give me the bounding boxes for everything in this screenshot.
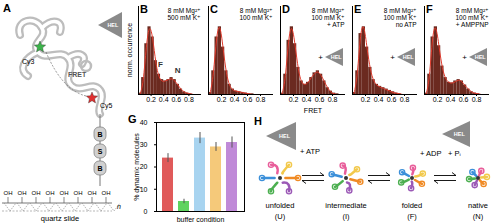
svg-text:OH: OH [32, 190, 41, 196]
svg-text:HEL: HEL [107, 22, 119, 28]
svg-text:+: + [390, 53, 395, 62]
svg-text:0: 0 [144, 208, 148, 215]
svg-text:(N): (N) [473, 212, 484, 221]
svg-text:(I): (I) [342, 212, 350, 221]
svg-text:Cy3: Cy3 [22, 58, 35, 66]
svg-text:+ ATP: + ATP [300, 147, 320, 156]
svg-text:F: F [426, 3, 433, 15]
svg-text:10: 10 [140, 185, 148, 192]
svg-text:(F): (F) [407, 212, 417, 221]
svg-text:0.2: 0.2 [289, 96, 299, 103]
svg-text:C: C [210, 3, 218, 15]
svg-text:0.8: 0.8 [256, 96, 266, 103]
svg-text:Cy5: Cy5 [100, 102, 113, 110]
svg-text:8 mM Mg²⁺100 mM K⁺no ATP: 8 mM Mg²⁺100 mM K⁺no ATP [383, 7, 416, 28]
svg-text:+ Pᵢ: + Pᵢ [448, 149, 461, 158]
svg-text:intermediate: intermediate [325, 201, 366, 210]
svg-text:8 mM Mg²⁺100 mM K⁺: 8 mM Mg²⁺100 mM K⁺ [239, 7, 272, 21]
svg-text:0.6: 0.6 [387, 96, 397, 103]
svg-text:+ ADP: + ADP [420, 149, 441, 158]
svg-text:n: n [117, 203, 121, 210]
svg-text:0.2: 0.2 [361, 96, 371, 103]
svg-text:HEL: HEL [331, 54, 343, 60]
svg-text:0.6: 0.6 [315, 96, 325, 103]
svg-text:40: 40 [140, 119, 148, 126]
svg-text:0.2: 0.2 [217, 96, 227, 103]
svg-text:0.4: 0.4 [159, 96, 169, 103]
svg-text:0.4: 0.4 [302, 96, 312, 103]
svg-text:HEL: HEL [454, 131, 466, 137]
svg-text:G: G [128, 113, 137, 125]
svg-text:0.4: 0.4 [230, 96, 240, 103]
svg-text:+: + [462, 53, 467, 62]
svg-text:OH: OH [46, 190, 55, 196]
svg-text:20: 20 [140, 163, 148, 170]
svg-text:OH: OH [60, 190, 69, 196]
svg-text:OH: OH [102, 190, 111, 196]
svg-text:+: + [318, 53, 323, 62]
svg-text:unfolded: unfolded [266, 201, 295, 210]
svg-text:folded: folded [402, 201, 422, 210]
svg-text:quartz slide: quartz slide [41, 214, 79, 223]
svg-text:norm. occurrence: norm. occurrence [126, 23, 133, 78]
svg-text:HEL: HEL [403, 54, 415, 60]
svg-text:H: H [254, 115, 262, 127]
svg-text:FRET: FRET [304, 107, 323, 114]
svg-text:8 mM Mg²⁺500 mM K⁺: 8 mM Mg²⁺500 mM K⁺ [167, 7, 200, 21]
svg-text:FRET: FRET [68, 71, 87, 78]
svg-text:0.6: 0.6 [459, 96, 469, 103]
svg-text:B: B [97, 131, 102, 138]
svg-text:F: F [158, 60, 163, 69]
svg-text:B: B [97, 165, 102, 172]
svg-text:N: N [175, 66, 181, 75]
svg-text:OH: OH [18, 190, 27, 196]
svg-text:OH: OH [74, 190, 83, 196]
svg-text:30: 30 [140, 141, 148, 148]
svg-text:8 mM Mg²⁺100 mM K⁺+ AMPPNP: 8 mM Mg²⁺100 mM K⁺+ AMPPNP [455, 7, 488, 28]
svg-text:native: native [468, 201, 488, 210]
svg-text:0.6: 0.6 [243, 96, 253, 103]
svg-text:OH: OH [4, 190, 13, 196]
svg-text:OH: OH [88, 190, 97, 196]
svg-text:0.8: 0.8 [328, 96, 338, 103]
svg-text:HEL: HEL [279, 133, 291, 139]
svg-text:D: D [282, 3, 290, 15]
svg-text:0.6: 0.6 [171, 96, 181, 103]
svg-text:buffer condition: buffer condition [177, 216, 225, 223]
svg-text:HEL: HEL [475, 54, 487, 60]
svg-text:0.2: 0.2 [433, 96, 443, 103]
svg-text:A: A [3, 2, 11, 14]
svg-text:0.8: 0.8 [400, 96, 410, 103]
svg-text:E: E [354, 3, 361, 15]
svg-text:S: S [98, 148, 103, 155]
svg-text:0.8: 0.8 [472, 96, 482, 103]
svg-text:0.2: 0.2 [146, 96, 156, 103]
svg-text:0.4: 0.4 [374, 96, 384, 103]
svg-text:(U): (U) [275, 212, 286, 221]
svg-text:0.8: 0.8 [184, 96, 194, 103]
svg-text:0.4: 0.4 [446, 96, 456, 103]
svg-text:% dynamic molecules: % dynamic molecules [133, 133, 141, 201]
svg-text:B: B [140, 3, 148, 15]
svg-text:8 mM Mg²⁺100 mM K⁺+ ATP: 8 mM Mg²⁺100 mM K⁺+ ATP [311, 7, 344, 28]
